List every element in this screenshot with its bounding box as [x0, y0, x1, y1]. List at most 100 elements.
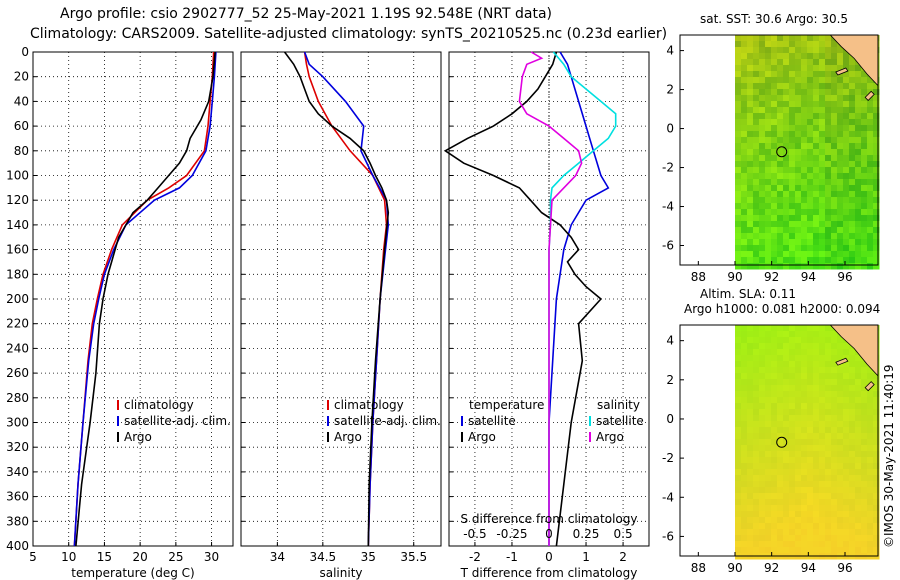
x-tick-label: 25 — [168, 550, 183, 564]
x-tick-label: 5 — [29, 550, 37, 564]
x-tick-label: 35.5 — [400, 550, 427, 564]
series-s-argo — [518, 51, 583, 546]
y-tick-label: 100 — [6, 169, 29, 183]
map-y-tick-label: -6 — [662, 529, 674, 543]
y-tick-label: 120 — [6, 193, 29, 207]
legend-entry: climatology — [334, 398, 404, 412]
map2-title-2: Argo h1000: 0.081 h2000: 0.094 — [684, 302, 881, 316]
map-x-tick-label: 92 — [764, 270, 779, 284]
map-y-tick-label: 0 — [666, 412, 674, 426]
x-tick-label: -2 — [469, 550, 481, 564]
y-tick-label: 260 — [6, 366, 29, 380]
sla-map-argo-marker — [776, 436, 788, 448]
sst-map-island — [864, 90, 875, 101]
y-tick-label: 340 — [6, 465, 29, 479]
y-tick-label: 400 — [6, 539, 29, 553]
sst-map-heatmap-cells — [735, 35, 880, 270]
series-argo — [283, 51, 390, 547]
series-climatology — [73, 51, 215, 547]
top-tick-label: -0.5 — [463, 527, 486, 541]
legend-heading-temperature: temperature — [469, 398, 544, 412]
y-tick-label: 20 — [14, 70, 29, 84]
map-x-tick-label: 94 — [801, 561, 816, 575]
x-tick-label: -1 — [506, 550, 518, 564]
title-line-2: Climatology: CARS2009. Satellite-adjuste… — [30, 26, 668, 42]
x-tick-label: 35 — [361, 550, 376, 564]
map-y-tick-label: -6 — [662, 239, 674, 253]
map2-title-1: Altim. SLA: 0.11 — [700, 287, 797, 301]
map-y-tick-label: 4 — [666, 44, 674, 58]
legend-entry: satellite — [596, 414, 644, 428]
y-tick-label: 180 — [6, 267, 29, 281]
legend-entry: Argo — [124, 430, 152, 444]
map-x-tick-label: 88 — [691, 561, 706, 575]
map-x-tick-label: 96 — [837, 270, 852, 284]
y-tick-label: 360 — [6, 490, 29, 504]
map-y-tick-label: 0 — [666, 122, 674, 136]
top-tick-label: -0.25 — [496, 527, 527, 541]
x-axis-label: temperature (deg C) — [71, 566, 194, 580]
y-tick-label: 380 — [6, 514, 29, 528]
y-tick-label: 80 — [14, 144, 29, 158]
x-tick-label: 15 — [97, 550, 112, 564]
map-y-tick-label: -4 — [662, 490, 674, 504]
map-x-tick-label: 92 — [764, 561, 779, 575]
legend-entry: Argo — [596, 430, 624, 444]
y-tick-label: 40 — [14, 94, 29, 108]
top-tick-label: 0 — [545, 527, 553, 541]
legend-entry: climatology — [124, 398, 194, 412]
sla-map-frame — [679, 324, 879, 557]
series-argo — [75, 51, 216, 547]
map-y-tick-label: 2 — [666, 373, 674, 387]
map1-title: sat. SST: 30.6 Argo: 30.5 — [700, 12, 849, 26]
x-tick-label: 34.5 — [309, 550, 336, 564]
x-axis-label: T difference from climatology — [460, 566, 638, 580]
y-tick-label: 220 — [6, 317, 29, 331]
legend-entry: Argo — [468, 430, 496, 444]
series-t-satellite — [548, 51, 610, 546]
map-y-tick-label: -2 — [662, 161, 674, 175]
y-tick-label: 140 — [6, 218, 29, 232]
sst-map-argo-marker — [776, 146, 788, 158]
legend-entry: Argo — [334, 430, 362, 444]
series-t-argo — [443, 51, 603, 547]
y-tick-label: 300 — [6, 416, 29, 430]
map-y-tick-label: -4 — [662, 200, 674, 214]
legend-heading-salinity: salinity — [597, 398, 640, 412]
legend-entry: satellite-adj. clim. — [124, 414, 231, 428]
x-tick-label: 34 — [270, 550, 285, 564]
x-tick-label: 10 — [61, 550, 76, 564]
legend-entry: satellite-adj. clim. — [334, 414, 441, 428]
y-tick-label: 320 — [6, 440, 29, 454]
map-x-tick-label: 88 — [691, 270, 706, 284]
x-axis-label: salinity — [319, 566, 362, 580]
y-tick-label: 200 — [6, 292, 29, 306]
sla-map-island — [864, 381, 875, 392]
x-tick-label: 1 — [582, 550, 590, 564]
top-tick-label: 0.5 — [614, 527, 633, 541]
sst-map-island — [835, 67, 849, 76]
x-tick-label: 20 — [133, 550, 148, 564]
top-axis-label: S difference from climatology — [461, 512, 638, 526]
map-y-tick-label: -2 — [662, 451, 674, 465]
y-tick-label: 280 — [6, 391, 29, 405]
sst-map-frame — [679, 34, 879, 266]
map-x-tick-label: 90 — [727, 561, 742, 575]
y-tick-label: 160 — [6, 243, 29, 257]
y-tick-label: 0 — [21, 45, 29, 59]
sla-map-heatmap-cells — [735, 325, 880, 560]
map-x-tick-label: 94 — [801, 270, 816, 284]
sla-map-island — [835, 357, 849, 366]
map-y-tick-label: 2 — [666, 83, 674, 97]
map-x-tick-label: 90 — [727, 270, 742, 284]
x-tick-label: 2 — [619, 550, 627, 564]
x-tick-label: 0 — [545, 550, 553, 564]
map-y-tick-label: 4 — [666, 334, 674, 348]
y-tick-label: 240 — [6, 341, 29, 355]
title-line-1: Argo profile: csio 2902777_52 25-May-202… — [60, 6, 553, 22]
y-tick-label: 60 — [14, 119, 29, 133]
x-tick-label: 30 — [204, 550, 219, 564]
legend-entry: satellite — [468, 414, 516, 428]
top-tick-label: 0.25 — [573, 527, 600, 541]
